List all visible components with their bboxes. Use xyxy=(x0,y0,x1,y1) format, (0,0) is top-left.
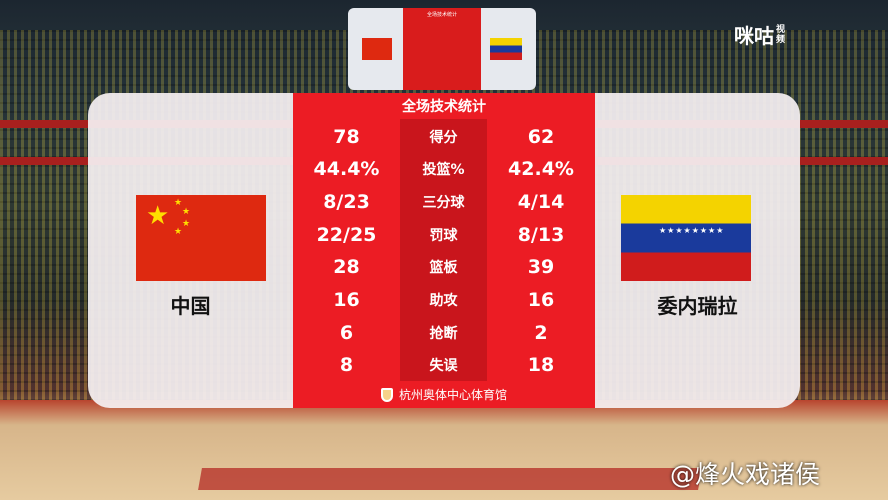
stat-row: 22/25 罚球 8/13 xyxy=(293,218,595,251)
away-value: 18 xyxy=(527,354,555,377)
home-value: 8/23 xyxy=(323,190,370,213)
away-value: 42.4% xyxy=(508,158,574,181)
stat-label: 投篮% xyxy=(422,162,465,179)
stat-label: 失误 xyxy=(429,358,458,375)
venue-name: 杭州奥体中心体育馆 xyxy=(398,388,507,402)
stat-label: 助攻 xyxy=(429,293,458,309)
stat-row: 78 得分 62 xyxy=(293,120,595,153)
away-value: 62 xyxy=(527,125,555,148)
stat-label: 罚球 xyxy=(429,227,458,244)
home-team-panel: ★ ★ ★ ★ ★ 中国 xyxy=(88,93,293,408)
home-team-name: 中国 xyxy=(170,294,211,318)
stats-title: 全场技术统计 xyxy=(402,99,486,115)
home-value: 16 xyxy=(333,289,360,311)
away-value: 2 xyxy=(534,321,548,344)
mini-title: 全场技术统计 xyxy=(426,12,457,18)
stat-label: 抢断 xyxy=(429,325,458,342)
watermark: @烽火戏诸侯 xyxy=(670,460,821,489)
away-value: 16 xyxy=(527,289,555,311)
venue-badge-icon xyxy=(380,387,393,402)
stat-row: 8 失误 18 xyxy=(293,349,595,382)
venue-footer: 杭州奥体中心体育馆 xyxy=(293,381,595,408)
stat-label: 三分球 xyxy=(422,194,465,211)
stats-panel: ★ ★ ★ ★ ★ 中国 全场技术统计 78 得分 62 44.4% 投篮% 42.4% 8… xyxy=(88,93,800,408)
china-flag-icon: ★ ★ ★ ★ ★ xyxy=(136,195,266,281)
stat-label: 得分 xyxy=(429,129,458,146)
stat-row: 8/23 三分球 4/14 xyxy=(293,185,595,218)
home-value: 78 xyxy=(333,125,360,148)
court-banner xyxy=(198,468,702,490)
stat-row: 6 抢断 2 xyxy=(293,316,595,349)
stat-label: 篮板 xyxy=(429,260,458,277)
stats-table: 全场技术统计 78 得分 62 44.4% 投篮% 42.4% 8/23 三分球 4/14 22/… xyxy=(293,93,595,408)
away-value: 4/14 xyxy=(517,190,565,213)
stat-row: 28 篮板 39 xyxy=(293,251,595,284)
venezuela-flag-icon xyxy=(490,38,522,60)
away-team-name: 委内瑞拉 xyxy=(657,294,738,318)
home-value: 6 xyxy=(339,321,354,344)
home-value: 8 xyxy=(339,354,354,377)
home-value: 22/25 xyxy=(316,223,377,246)
stat-row: 16 助攻 16 xyxy=(293,284,595,317)
china-flag-icon xyxy=(362,38,392,60)
away-value: 8/13 xyxy=(517,223,565,246)
home-value: 28 xyxy=(333,256,360,279)
arena-screen-replica: 全场技术统计 xyxy=(348,8,536,90)
away-team-panel: ★★★★★★★★ 委内瑞拉 xyxy=(595,93,800,408)
away-value: 39 xyxy=(527,256,555,279)
venezuela-flag-icon: ★★★★★★★★ xyxy=(621,195,751,281)
stat-row: 44.4% 投篮% 42.4% xyxy=(293,153,595,186)
home-value: 44.4% xyxy=(313,158,380,181)
migu-video-logo: 咪咕 视频 xyxy=(734,24,786,48)
